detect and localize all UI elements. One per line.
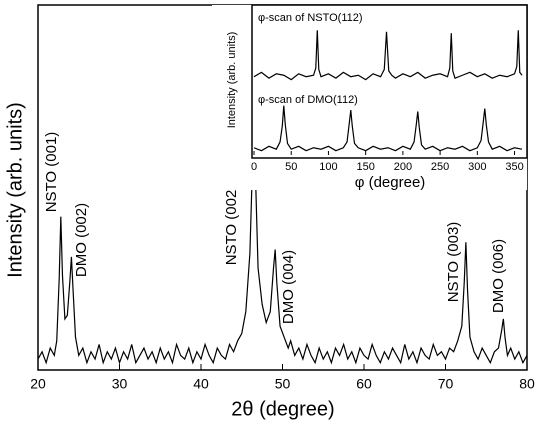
x-tick-label: 200 [394, 161, 412, 173]
x-tick-label: 70 [438, 376, 454, 392]
peak-annotation: NSTO (003) [445, 222, 462, 303]
peak-annotation: DMO (002) [73, 203, 90, 277]
peak-annotation: NSTO (002) [223, 185, 240, 266]
x-axis-label: 2θ (degree) [231, 398, 334, 420]
x-tick-label: 50 [285, 161, 297, 173]
x-tick-label: 80 [519, 376, 535, 392]
inset-background [212, 5, 527, 190]
series-label: φ-scan of NSTO(112) [258, 12, 363, 24]
x-tick-label: 50 [275, 376, 291, 392]
data-line [37, 110, 528, 365]
data-line [253, 105, 523, 152]
x-tick-label: 20 [30, 376, 46, 392]
x-tick-label: 350 [505, 161, 523, 173]
peak-annotation: NSTO (001) [43, 132, 60, 213]
peak-annotation: DMO (004) [280, 250, 297, 324]
x-tick-label: 40 [193, 376, 209, 392]
y-axis-label: Intensity (arb. units) [226, 32, 238, 129]
x-tick-label: 150 [356, 161, 374, 173]
x-tick-label: 100 [319, 161, 337, 173]
data-line [253, 30, 523, 81]
x-tick-label: 300 [468, 161, 486, 173]
x-tick-label: 0 [251, 161, 257, 173]
x-tick-label: 60 [356, 376, 372, 392]
x-tick-label: 30 [112, 376, 128, 392]
peak-annotation: DMO (006) [490, 239, 507, 313]
series-label: φ-scan of DMO(112) [258, 94, 358, 106]
x-tick-label: 250 [431, 161, 449, 173]
x-axis-label: φ (degree) [355, 174, 426, 191]
inset-frame [251, 4, 528, 159]
y-axis-label: Intensity (arb. units) [4, 102, 26, 278]
